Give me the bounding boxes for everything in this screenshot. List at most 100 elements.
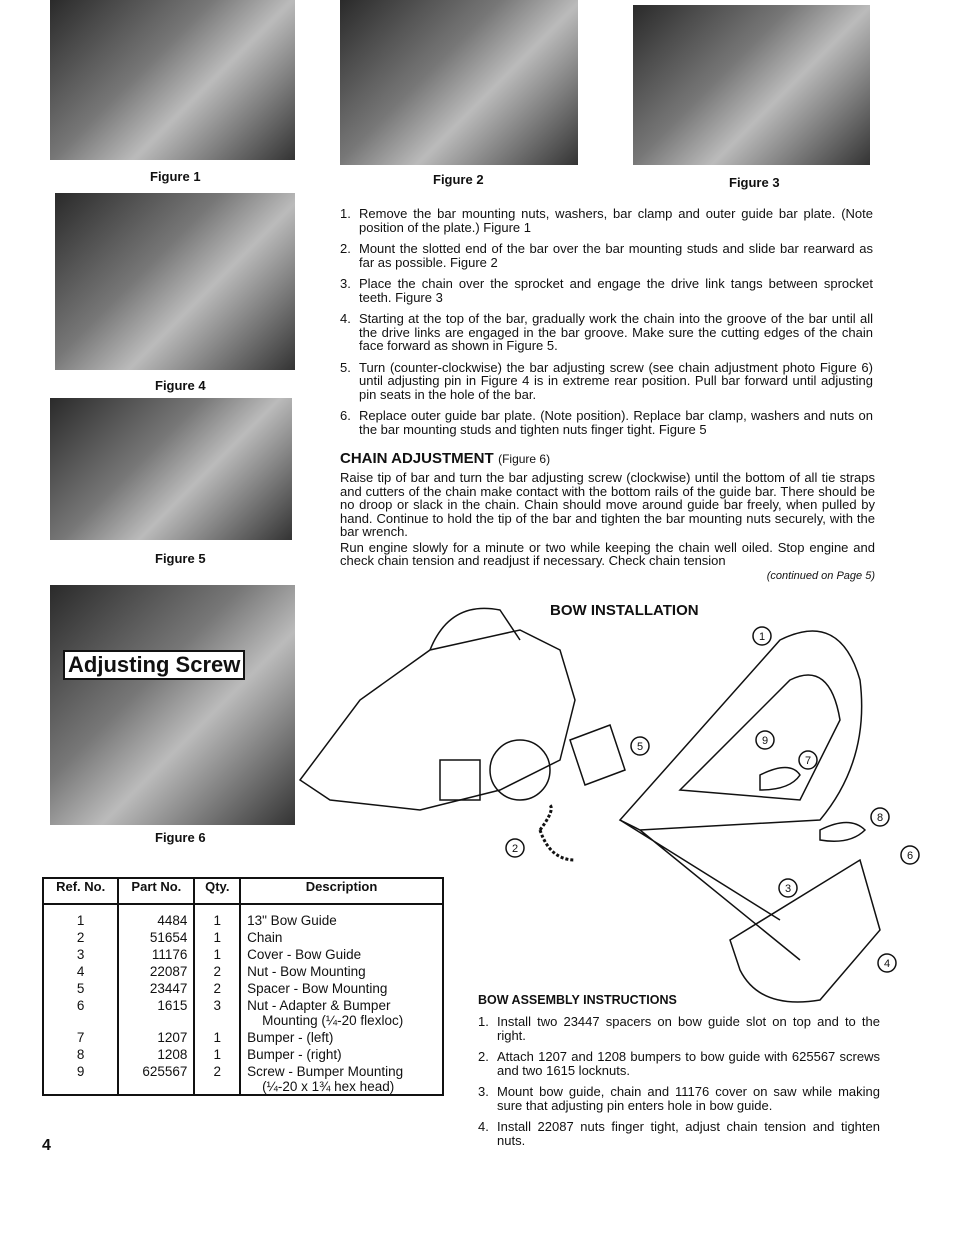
list-item: 3. Mount bow guide, chain and 11176 cover…: [478, 1085, 880, 1112]
table-row: 2 51654 1 Chain: [41, 928, 444, 945]
cover: [729, 858, 881, 1003]
table-cell: 3: [41, 945, 120, 962]
paragraph: Raise tip of bar and turn the bar adjust…: [340, 470, 875, 539]
table-cell: 1208: [117, 1045, 196, 1062]
callout-circle: [870, 807, 890, 827]
callout-circle: [630, 736, 650, 756]
table-cell: 1: [193, 1045, 242, 1062]
table-cell: 11176: [117, 945, 196, 962]
photo-label: Adjusting Screw: [63, 650, 246, 680]
diagram-title: BOW INSTALLATION: [550, 602, 699, 619]
bow-guide: [618, 630, 863, 831]
chain-adjustment: CHAIN ADJUSTMENT (Figure 6) Raise tip of…: [340, 450, 875, 582]
table-row: 8 1208 1 Bumper - (right): [41, 1045, 444, 1062]
callout: 2: [512, 843, 518, 855]
callout: 6: [907, 850, 913, 862]
item-number: 3.: [340, 276, 351, 291]
item-number: 5.: [340, 359, 351, 375]
page-number: 4: [42, 1137, 51, 1154]
table-cell: 1: [193, 928, 242, 945]
list-item: 4. Install 22087 nuts finger tight, adjus…: [478, 1120, 880, 1147]
table-cell: 7: [41, 1028, 120, 1045]
list-item: 1. Install two 23447 spacers on bow guide…: [478, 1015, 880, 1042]
caption: Figure 3: [729, 175, 780, 190]
item-number: 3.: [478, 1084, 489, 1099]
item-text: Replace outer guide bar plate. (Note pos…: [359, 408, 873, 437]
callout-circle: [900, 845, 920, 865]
table-cell: Cover - Bow Guide: [239, 945, 444, 962]
caption: Figure 2: [433, 172, 484, 187]
list-item: 4. Starting at the top of the bar, gradua…: [340, 312, 873, 353]
table-cell: 5: [41, 979, 120, 996]
photo: [50, 0, 295, 160]
bumper: [819, 821, 867, 842]
photo: [633, 5, 870, 165]
table-row: 7 1207 1 Bumper - (left): [41, 1028, 444, 1045]
table-cell: 9: [41, 1062, 120, 1095]
bow-inner: [678, 674, 841, 801]
table-cell: 1: [193, 945, 242, 962]
table-row: 5 23447 2 Spacer - Bow Mounting: [41, 979, 444, 996]
table-cell: 51654: [117, 928, 196, 945]
photo: [340, 0, 578, 165]
table-cell: 4: [41, 962, 120, 979]
table-cell: 2: [193, 1062, 242, 1095]
photo: [55, 193, 295, 370]
table-cell: 2: [193, 979, 242, 996]
callout: 7: [805, 755, 811, 767]
table-cell: Bumper - (left): [239, 1028, 444, 1045]
caption: Figure 5: [155, 551, 206, 566]
item-text: Starting at the top of the bar, graduall…: [359, 311, 873, 353]
spacer: [569, 724, 626, 786]
table-cell: Nut - Adapter & Bumper Mounting (¼-20 fl…: [239, 996, 444, 1028]
table-cell: 4484: [117, 904, 196, 928]
table-row: 6 1615 3 Nut - Adapter & Bumper Mounting (¼…: [41, 996, 444, 1028]
list-item: 2. Attach 1207 and 1208 bumpers to bow gu…: [478, 1050, 880, 1077]
saw-handle: [429, 607, 521, 651]
callout-circle: [752, 626, 772, 646]
table-row: 4 22087 2 Nut - Bow Mounting: [41, 962, 444, 979]
callout-circle: [877, 953, 897, 973]
item-text: Attach 1207 and 1208 bumpers to bow guid…: [497, 1049, 880, 1078]
item-number: 1.: [340, 206, 351, 221]
table-cell: 1615: [117, 996, 196, 1028]
callout: 5: [637, 741, 643, 753]
table-cell: 1: [193, 904, 242, 928]
header-cell: Ref. No.: [41, 878, 120, 905]
caption: Figure 6: [155, 830, 206, 845]
table-cell: Nut - Bow Mounting: [239, 962, 444, 979]
table-cell: 2: [41, 928, 120, 945]
bow-instructions: 1. Install two 23447 spacers on bow guide…: [478, 1015, 880, 1155]
table-cell: 2: [193, 962, 242, 979]
heading-note: (Figure 6): [498, 452, 551, 466]
item-number: 1.: [478, 1014, 489, 1029]
callout-circle: [778, 878, 798, 898]
photo: [50, 398, 292, 540]
callout-circle: [798, 750, 818, 770]
item-number: 6.: [340, 408, 351, 423]
callout: 1: [759, 631, 765, 643]
table-cell: Spacer - Bow Mounting: [239, 979, 444, 996]
table-cell: 13" Bow Guide: [239, 904, 444, 928]
header-cell: Part No.: [117, 878, 196, 905]
list-item: 1. Remove the bar mounting nuts, washers,…: [340, 207, 873, 234]
callout-circle: [505, 838, 525, 858]
callout-circle: [755, 730, 775, 750]
callout: 9: [762, 735, 768, 747]
item-text: Place the chain over the sprocket and en…: [359, 276, 873, 305]
item-number: 2.: [340, 241, 351, 256]
parts-table: Ref. No. Part No. Qty. Description 1 4484 1 13"…: [41, 877, 444, 1096]
item-text: Install two 23447 spacers on bow guide s…: [497, 1014, 880, 1043]
item-text: Mount bow guide, chain and 11176 cover o…: [497, 1084, 880, 1113]
sprocket-cover: [489, 739, 551, 801]
photo: [50, 585, 295, 825]
callout: 4: [884, 958, 890, 970]
list-item: 3. Place the chain over the sprocket and …: [340, 277, 873, 304]
paragraph: Run engine slowly for a minute or two wh…: [340, 539, 875, 568]
caption: Figure 4: [155, 378, 206, 393]
table-cell: 22087: [117, 962, 196, 979]
table-cell: 1: [41, 904, 120, 928]
item-text: Remove the bar mounting nuts, washers, b…: [359, 206, 873, 235]
item-text: Turn (counter-clockwise) the bar adjusti…: [359, 359, 873, 402]
